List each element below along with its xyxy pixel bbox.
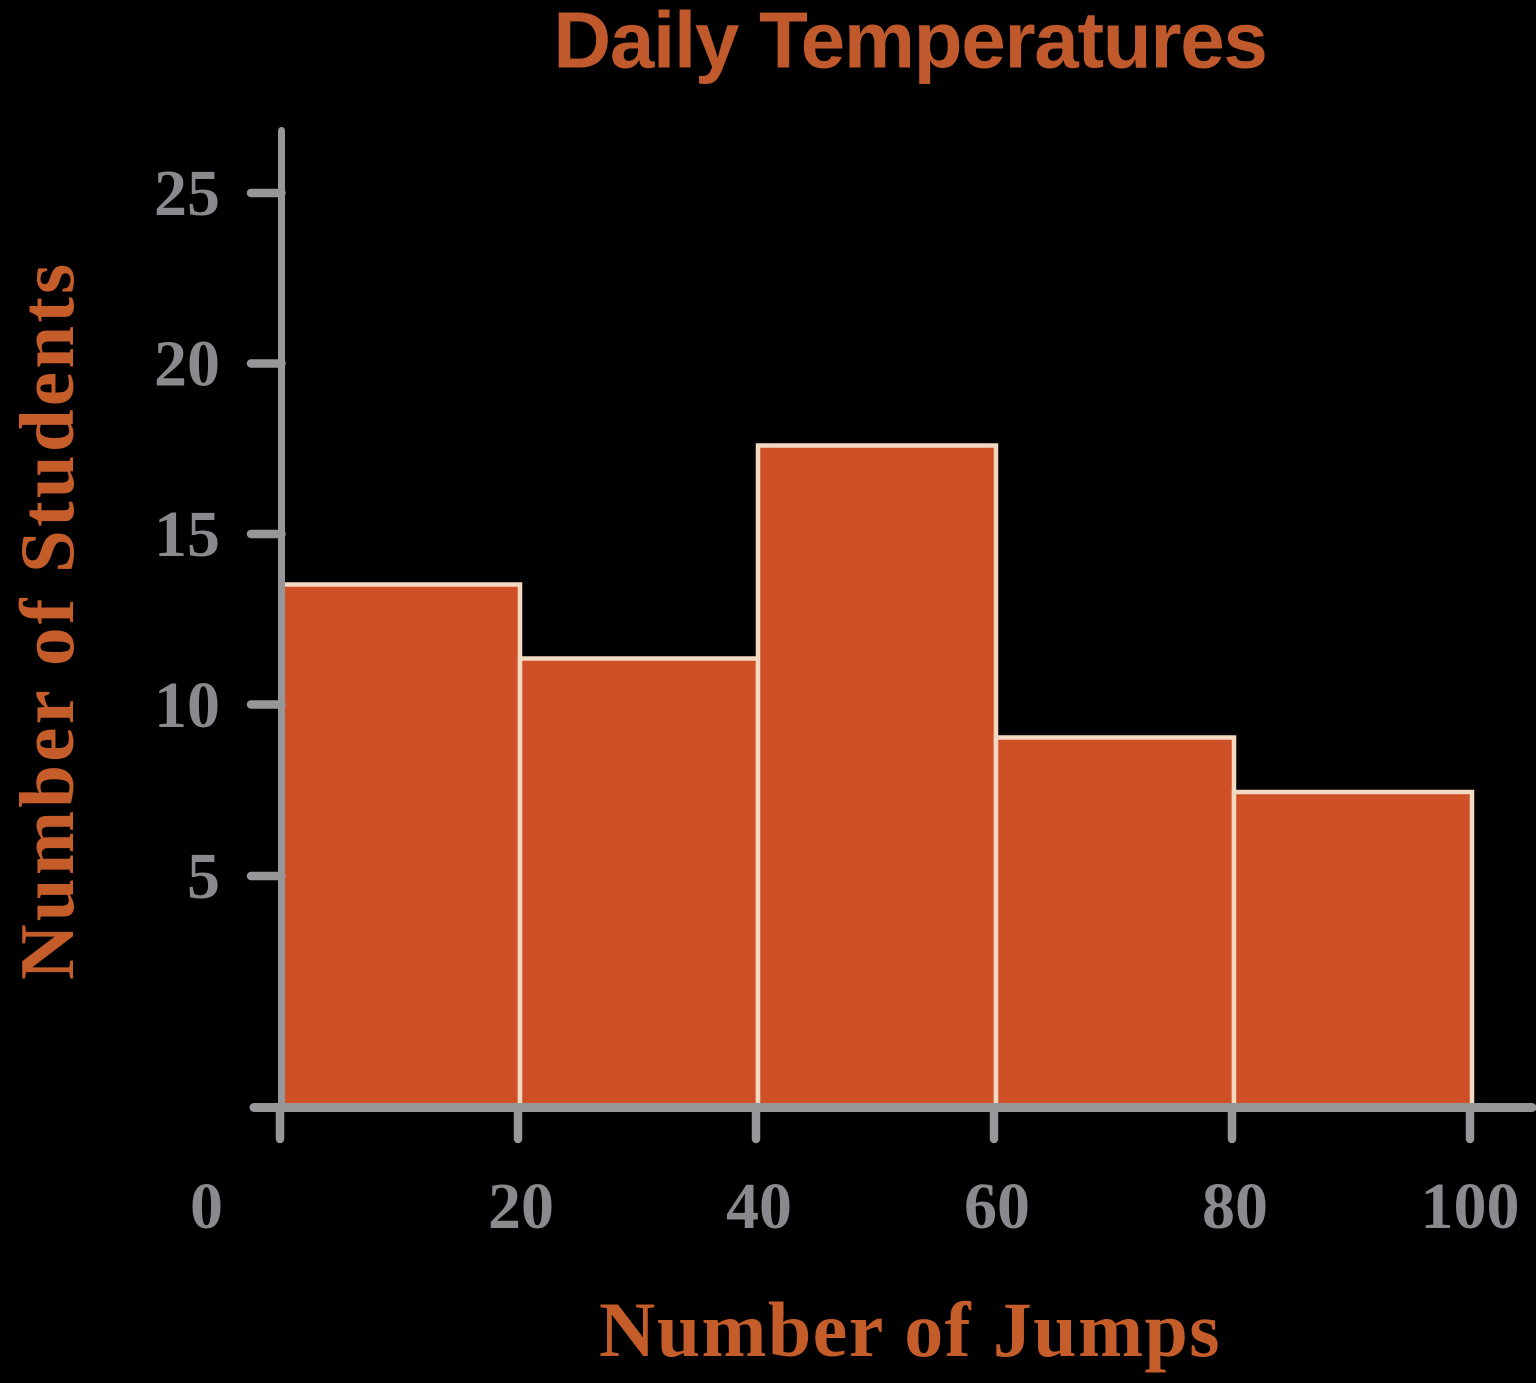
svg-text:40: 40 <box>726 1170 792 1243</box>
svg-text:15: 15 <box>154 498 220 571</box>
svg-text:Daily Temperatures: Daily Temperatures <box>553 0 1266 85</box>
svg-text:5: 5 <box>187 840 220 913</box>
svg-text:25: 25 <box>154 157 220 230</box>
svg-text:Number of Jumps: Number of Jumps <box>599 1286 1221 1373</box>
svg-text:100: 100 <box>1421 1170 1520 1243</box>
svg-text:20: 20 <box>488 1170 554 1243</box>
svg-text:60: 60 <box>964 1170 1030 1243</box>
svg-text:20: 20 <box>154 328 220 401</box>
svg-text:80: 80 <box>1202 1170 1268 1243</box>
svg-text:10: 10 <box>154 669 220 742</box>
svg-text:Number of Students: Number of Students <box>4 261 90 980</box>
svg-text:0: 0 <box>190 1170 223 1243</box>
